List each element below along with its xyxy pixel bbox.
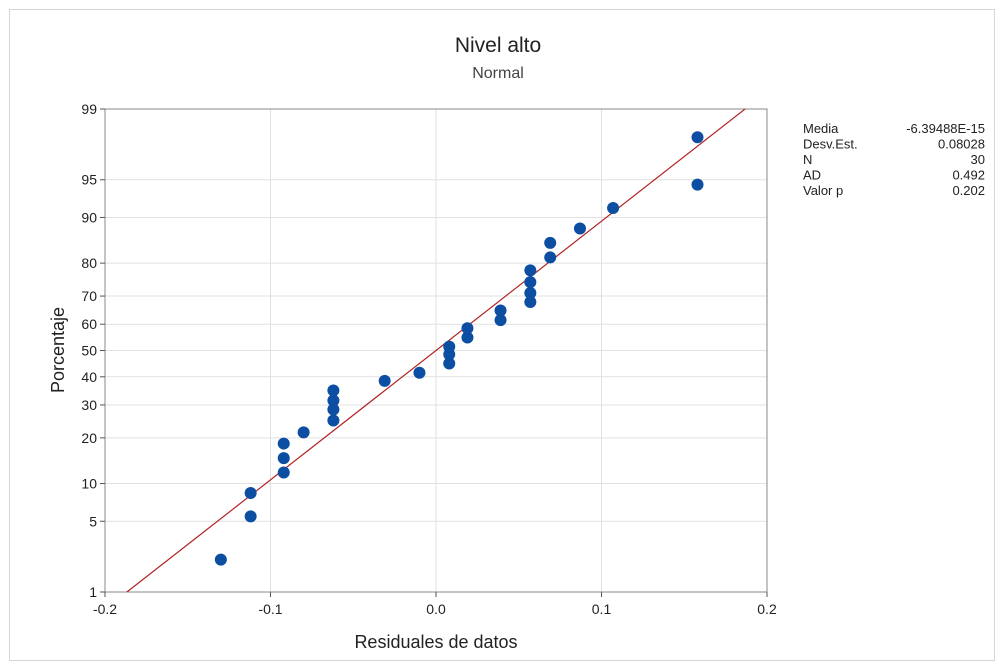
data-point: [277, 452, 290, 465]
x-tick-label: -0.1: [258, 601, 282, 617]
x-tick-label: 0.1: [592, 601, 612, 617]
data-point: [607, 202, 620, 215]
data-point: [544, 251, 557, 264]
data-point: [573, 222, 586, 235]
data-point: [524, 264, 537, 277]
data-point: [691, 131, 704, 144]
y-tick-label: 10: [81, 476, 97, 492]
data-point: [494, 314, 507, 327]
y-tick-label: 60: [81, 316, 97, 332]
stats-label: Valor p: [803, 183, 843, 198]
data-point: [524, 287, 537, 300]
y-axis-label: Porcentaje: [48, 307, 68, 393]
x-axis-ticks: -0.2 -0.1 0.0 0.1 0.2: [93, 592, 777, 617]
stats-value: -6.39488E-15: [906, 121, 985, 136]
data-point: [524, 295, 537, 308]
data-point: [443, 340, 456, 353]
data-point: [544, 236, 557, 249]
stats-value: 0.08028: [938, 137, 985, 152]
stats-value: 0.492: [952, 168, 985, 183]
y-tick-label: 1: [89, 584, 97, 600]
data-point: [277, 466, 290, 479]
y-tick-label: 99: [81, 101, 97, 117]
fit-line-group: [125, 109, 747, 592]
data-point: [244, 510, 257, 523]
stats-label: Desv.Est.: [803, 137, 858, 152]
data-points: [214, 131, 704, 566]
stats-label: Media: [803, 121, 839, 136]
y-tick-label: 80: [81, 255, 97, 271]
y-tick-label: 30: [81, 397, 97, 413]
x-tick-label: 0.0: [426, 601, 446, 617]
data-point: [327, 403, 340, 416]
y-tick-label: 20: [81, 430, 97, 446]
data-point: [691, 178, 704, 191]
fit-line: [125, 109, 747, 592]
data-point: [297, 426, 310, 439]
stats-label: AD: [803, 168, 821, 183]
x-tick-label: 0.2: [757, 601, 777, 617]
y-axis-ticks: 1 5 10 20 30 40 50 60 70 80 90 95 99: [81, 101, 105, 600]
statistics-table: Media -6.39488E-15 Desv.Est. 0.08028 N 30 AD 0.…: [803, 121, 985, 198]
data-point: [327, 394, 340, 407]
data-point: [461, 322, 474, 335]
y-tick-label: 40: [81, 369, 97, 385]
y-tick-label: 70: [81, 288, 97, 304]
data-point: [413, 366, 426, 379]
data-point: [443, 357, 456, 370]
stats-value: 30: [971, 152, 985, 167]
data-point: [378, 374, 391, 387]
data-point: [277, 437, 290, 450]
data-point: [461, 331, 474, 344]
chart-subtitle: Normal: [472, 65, 524, 82]
y-tick-label: 90: [81, 209, 97, 225]
stats-label: N: [803, 152, 812, 167]
x-axis-label: Residuales de datos: [354, 632, 517, 652]
x-tick-label: -0.2: [93, 601, 117, 617]
data-point: [327, 384, 340, 397]
data-point: [524, 276, 537, 289]
chart-frame: [9, 9, 995, 661]
y-tick-label: 5: [89, 513, 97, 529]
y-tick-label: 95: [81, 172, 97, 188]
stats-value: 0.202: [952, 183, 985, 198]
data-point: [494, 304, 507, 317]
y-tick-label: 50: [81, 343, 97, 359]
data-point: [214, 553, 227, 566]
data-point: [244, 486, 257, 499]
data-point: [327, 414, 340, 427]
chart-title: Nivel alto: [455, 34, 541, 57]
